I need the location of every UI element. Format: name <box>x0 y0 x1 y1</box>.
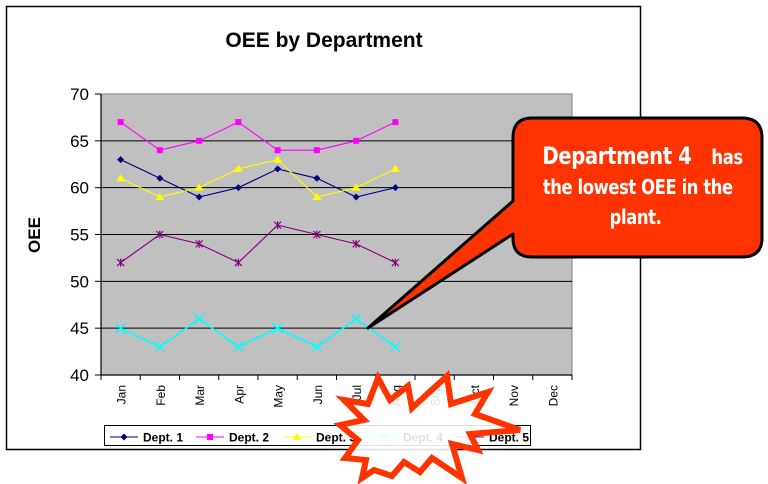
x-tick-label: Jun <box>311 385 325 404</box>
legend-item: Dept. 2 <box>196 431 269 445</box>
y-axis-label: OEE <box>25 217 44 253</box>
x-tick-label: Feb <box>154 385 168 406</box>
legend-item: Dept. 1 <box>110 431 183 445</box>
y-tick-label: 70 <box>70 85 89 104</box>
x-tick-label: Jul <box>350 385 364 400</box>
series-dept-2 <box>117 119 399 154</box>
y-tick-label: 60 <box>70 179 89 198</box>
callout-line1-big: Department 4 <box>542 142 692 170</box>
x-tick-label: Nov <box>507 385 521 406</box>
x-tick-label: Dec <box>546 385 560 406</box>
callout-bubble <box>366 116 764 330</box>
series-layer <box>115 119 401 353</box>
x-tick-label: May <box>272 385 286 408</box>
callout-line3: plant. <box>610 205 662 229</box>
callout-line1-small: has <box>711 145 743 169</box>
y-tick-label: 45 <box>70 319 89 338</box>
series-dept-5 <box>116 221 400 267</box>
starburst-icon <box>333 369 522 484</box>
x-tick-label: Mar <box>193 385 207 406</box>
series-dept-4 <box>115 313 401 353</box>
legend-label: Dept. 1 <box>143 431 183 445</box>
callout-text: Department 4 has the lowest OEE in the p… <box>522 142 750 233</box>
y-tick-label: 40 <box>70 366 89 385</box>
y-tick-label: 55 <box>70 226 89 245</box>
legend-label: Dept. 2 <box>229 431 269 445</box>
callout-line2: the lowest OEE in the <box>542 175 733 199</box>
y-axis: 40 45 50 55 60 65 70 <box>70 85 102 385</box>
series-dept-3 <box>116 155 400 201</box>
y-tick-label: 50 <box>70 272 89 291</box>
y-tick-label: 65 <box>70 132 89 151</box>
x-tick-label: Jan <box>115 385 129 404</box>
x-tick-label: Apr <box>232 385 246 404</box>
series-dept-1 <box>117 156 399 201</box>
chart-title: OEE by Department <box>225 29 422 52</box>
